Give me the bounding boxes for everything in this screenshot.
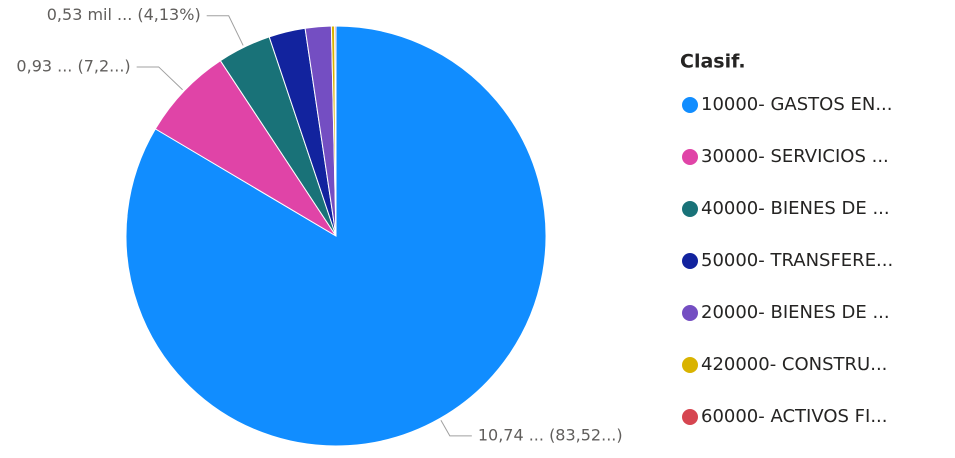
leader-line <box>440 419 472 437</box>
legend-label: 30000- SERVICIOS ... <box>701 146 889 167</box>
legend-label: 60000- ACTIVOS FI... <box>701 406 888 427</box>
legend-marker <box>682 97 698 113</box>
leader-line <box>206 15 244 46</box>
legend-marker <box>682 357 698 373</box>
data-label: 0,53 mil ... (4,13%) <box>47 5 201 24</box>
legend-marker <box>682 305 698 321</box>
legend-label: 420000- CONSTRU... <box>701 354 887 375</box>
legend-marker <box>682 201 698 217</box>
legend-label: 10000- GASTOS EN... <box>701 94 892 115</box>
leader-line <box>136 66 183 91</box>
legend-label: 40000- BIENES DE ... <box>701 198 890 219</box>
legend-marker <box>682 149 698 165</box>
legend-marker <box>682 409 698 425</box>
pie-slice <box>334 25 337 237</box>
legend-label: 50000- TRANSFERE... <box>701 250 893 271</box>
legend-label: 20000- BIENES DE ... <box>701 302 890 323</box>
data-label: 0,93 ... (7,2...) <box>16 56 130 75</box>
data-label: 10,74 ... (83,52...) <box>478 425 623 444</box>
legend-title: Clasif. <box>680 51 746 73</box>
legend-marker <box>682 253 698 269</box>
